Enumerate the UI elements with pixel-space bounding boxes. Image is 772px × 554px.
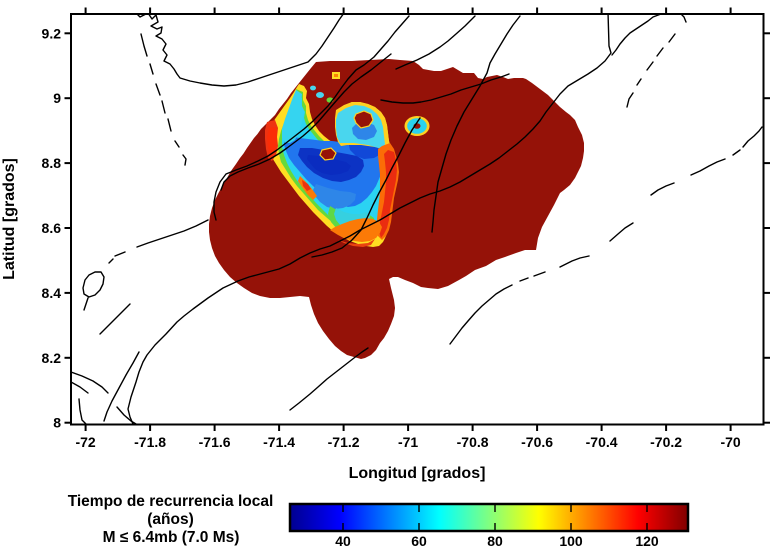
svg-text:-71.4: -71.4 <box>263 434 295 450</box>
svg-text:-71: -71 <box>398 434 418 450</box>
svg-text:-72: -72 <box>75 434 95 450</box>
svg-text:-70.8: -70.8 <box>457 434 489 450</box>
svg-text:Tiempo de recurrencia local: Tiempo de recurrencia local <box>68 493 274 510</box>
svg-text:M ≤ 6.4mb (7.0 Ms): M ≤ 6.4mb (7.0 Ms) <box>103 529 240 546</box>
svg-text:9: 9 <box>53 90 61 106</box>
svg-text:-70.4: -70.4 <box>586 434 618 450</box>
svg-text:60: 60 <box>411 533 427 549</box>
svg-text:8: 8 <box>53 415 61 431</box>
svg-text:(años): (años) <box>147 511 194 528</box>
svg-text:-70: -70 <box>720 434 740 450</box>
svg-text:8.8: 8.8 <box>42 155 62 171</box>
svg-text:8.6: 8.6 <box>42 220 62 236</box>
svg-text:8.4: 8.4 <box>42 285 62 301</box>
svg-text:120: 120 <box>635 533 659 549</box>
svg-text:80: 80 <box>487 533 503 549</box>
svg-text:40: 40 <box>335 533 351 549</box>
svg-text:-71.8: -71.8 <box>134 434 166 450</box>
svg-text:100: 100 <box>559 533 583 549</box>
svg-text:-71.6: -71.6 <box>199 434 231 450</box>
svg-text:-71.2: -71.2 <box>328 434 360 450</box>
svg-text:-70.2: -70.2 <box>650 434 682 450</box>
svg-text:-70.6: -70.6 <box>521 434 553 450</box>
svg-text:9.2: 9.2 <box>42 25 62 41</box>
svg-text:Longitud [grados]: Longitud [grados] <box>349 465 486 482</box>
svg-text:8.2: 8.2 <box>42 350 62 366</box>
svg-text:Latitud [grados]: Latitud [grados] <box>1 158 18 280</box>
